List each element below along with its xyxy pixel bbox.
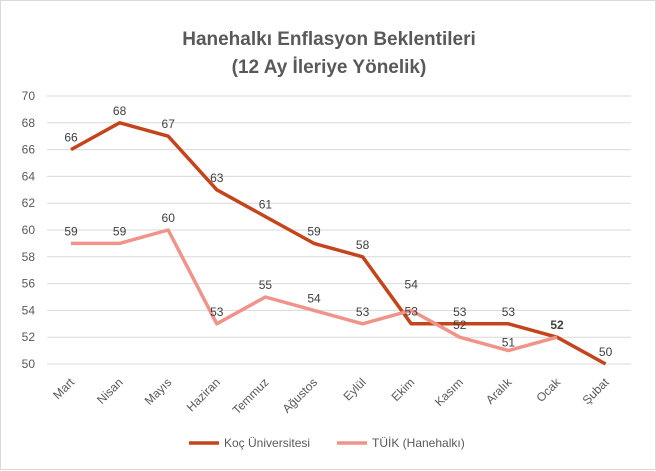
data-label-tuik: 59 xyxy=(64,224,78,238)
y-tick-label: 50 xyxy=(22,357,36,371)
x-tick-label: Temmuz xyxy=(230,375,272,417)
data-label-tuik: 54 xyxy=(307,291,321,305)
data-label-koc: 63 xyxy=(210,171,224,185)
data-label-tuik: 52 xyxy=(453,318,467,332)
x-tick-label: Mayıs xyxy=(142,375,175,408)
data-label-koc: 53 xyxy=(502,305,516,319)
y-tick-label: 60 xyxy=(22,223,36,237)
data-label-tuik: 51 xyxy=(502,336,516,350)
y-tick-label: 68 xyxy=(22,116,36,130)
x-tick-label: Nisan xyxy=(94,375,126,407)
series-line-1 xyxy=(71,228,558,353)
data-label-koc: 68 xyxy=(113,104,127,118)
data-label-koc: 50 xyxy=(599,345,613,359)
y-tick-label: 64 xyxy=(22,169,36,183)
data-label-tuik: 59 xyxy=(113,224,127,238)
x-tick-label: Mart xyxy=(50,375,77,402)
x-tick-label: Aralık xyxy=(483,375,515,407)
data-label-koc: 58 xyxy=(356,238,370,252)
data-label-tuik: 54 xyxy=(405,277,419,291)
y-tick-label: 66 xyxy=(22,143,36,157)
x-tick-label: Ekim xyxy=(389,375,418,404)
legend-label: Koç Üniversitesi xyxy=(224,436,310,450)
data-label-tuik: 53 xyxy=(210,305,224,319)
y-tick-label: 56 xyxy=(22,277,36,291)
x-tick-label: Kasım xyxy=(432,375,466,409)
data-label-tuik: 53 xyxy=(356,305,370,319)
y-tick-label: 70 xyxy=(22,89,36,103)
chart-title-line-1: Hanehalkı Enflasyon Beklentileri xyxy=(182,29,476,50)
data-label-koc: 53 xyxy=(453,305,467,319)
legend-label: TÜİK (Hanehalkı) xyxy=(372,436,465,450)
x-tick-label: Haziran xyxy=(184,375,223,414)
x-tick-label: Ağustos xyxy=(280,375,321,416)
y-tick-label: 58 xyxy=(22,250,36,264)
data-label-koc: 66 xyxy=(64,131,78,145)
data-label-tuik: 55 xyxy=(259,278,273,292)
series-line-0 xyxy=(70,121,607,366)
y-tick-label: 62 xyxy=(22,196,36,210)
x-tick-label: Eylül xyxy=(340,375,368,403)
data-label-koc: 67 xyxy=(162,117,176,131)
data-label-koc: 61 xyxy=(259,198,273,212)
data-label-koc: 53 xyxy=(405,304,419,318)
data-label-koc: 59 xyxy=(307,224,321,238)
chart-title-line-2: (12 Ay İleriye Yönelik) xyxy=(232,57,427,78)
x-tick-label: Şubat xyxy=(580,375,613,408)
data-label-koc: 52 xyxy=(550,318,564,332)
x-tick-label: Ocak xyxy=(533,375,563,405)
y-tick-label: 52 xyxy=(22,330,36,344)
data-label-tuik: 60 xyxy=(162,211,176,225)
y-tick-label: 54 xyxy=(22,303,36,317)
